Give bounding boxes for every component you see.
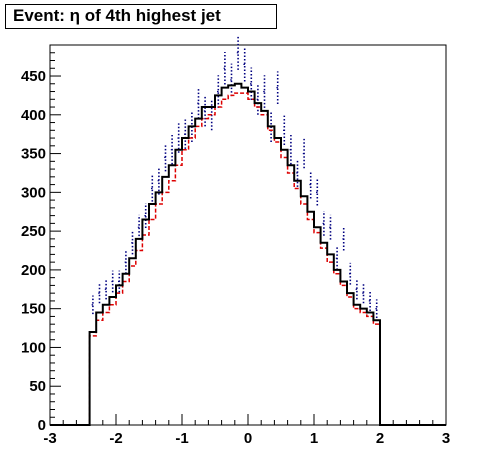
y-tick-label: 0	[38, 417, 46, 434]
y-tick-label: 350	[21, 146, 46, 163]
black-histogram	[50, 82, 446, 426]
y-tick-label: 100	[21, 339, 46, 356]
black-histogram-layer	[50, 82, 446, 426]
plot-frame	[49, 44, 447, 426]
chart-title: Event: η of 4th highest jet	[13, 6, 221, 25]
y-tick-label: 200	[21, 262, 46, 279]
x-tick-label: -2	[109, 430, 122, 447]
title-box: Event: η of 4th highest jet	[5, 4, 277, 29]
y-tick-label: 450	[21, 68, 46, 85]
x-tick-label: -1	[175, 430, 188, 447]
y-tick-label: 150	[21, 301, 46, 318]
y-tick-label: 250	[21, 223, 46, 240]
y-tick-label: 400	[21, 107, 46, 124]
x-tick-label: 0	[244, 430, 252, 447]
x-tick-label: 3	[442, 430, 450, 447]
x-tick-label: 2	[376, 430, 384, 447]
data-points-layer	[91, 35, 378, 318]
axes-layer: -3 -2 -1 0 1 2 3 0 50 100 150 200 250 300 350 400 450	[21, 44, 450, 447]
x-tick-label: -3	[43, 430, 56, 447]
y-tick-label: 50	[29, 378, 46, 395]
y-tick-label: 300	[21, 184, 46, 201]
x-tick-label: 1	[310, 430, 318, 447]
